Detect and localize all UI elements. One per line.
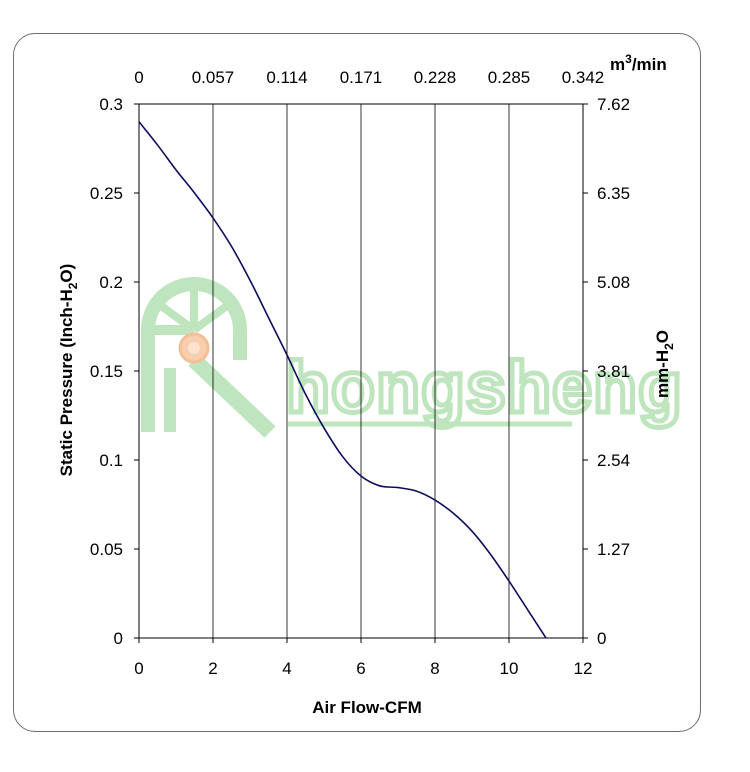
axis-tick-labels: 0 2 4 6 8 10 120 0.057 0.114 0.171 0.228 0.285 0.342…: [90, 68, 630, 678]
chart-gridlines: [134, 103, 588, 643]
y-tick-label: 0.15: [90, 362, 123, 381]
x-axis-title: Air Flow-CFM: [312, 698, 422, 717]
y-tick-label: 0: [114, 629, 123, 648]
x-top-tick-label: 0.342: [562, 68, 605, 87]
x-top-tick-label: 0.285: [488, 68, 531, 87]
y-right-tick-label: 3.81: [597, 362, 630, 381]
y-tick-label: 0.25: [90, 184, 123, 203]
x-axis-top-title: m3/min: [610, 52, 667, 74]
x-tick-label: 10: [500, 659, 519, 678]
x-top-tick-label: 0: [134, 68, 143, 87]
y-right-tick-label: 7.62: [597, 95, 630, 114]
y-axis-left-title: Static Pressure (Inch-H2O): [57, 264, 80, 477]
y-right-tick-label: 6.35: [597, 184, 630, 203]
watermark-fan-icon: [141, 277, 276, 438]
series-line: [138, 121, 547, 639]
y-tick-label: 0.2: [99, 273, 123, 292]
plot-area-border: [138, 103, 584, 639]
y-axis-right-title: mm-H2O: [653, 330, 676, 398]
y-right-tick-label: 5.08: [597, 273, 630, 292]
x-tick-label: 0: [134, 659, 143, 678]
y-tick-label: 0.05: [90, 540, 123, 559]
y-right-tick-label: 2.54: [597, 451, 630, 470]
y-tick-label: 0.1: [99, 451, 123, 470]
y-tick-label: 0.3: [99, 95, 123, 114]
y-right-tick-label: 0: [597, 629, 606, 648]
x-tick-label: 8: [430, 659, 439, 678]
x-tick-label: 2: [208, 659, 217, 678]
x-tick-label: 12: [574, 659, 593, 678]
x-top-tick-label: 0.228: [414, 68, 457, 87]
y-right-tick-label: 1.27: [597, 540, 630, 559]
x-tick-label: 6: [356, 659, 365, 678]
hongsheng-watermark-logo: hongsheng: [141, 277, 684, 438]
x-top-tick-label: 0.057: [192, 68, 235, 87]
x-top-tick-label: 0.171: [340, 68, 383, 87]
chart-frame: [13, 33, 701, 732]
watermark-wordmark: hongsheng: [286, 348, 683, 428]
x-top-tick-label: 0.114: [266, 68, 307, 87]
x-tick-label: 4: [282, 659, 291, 678]
